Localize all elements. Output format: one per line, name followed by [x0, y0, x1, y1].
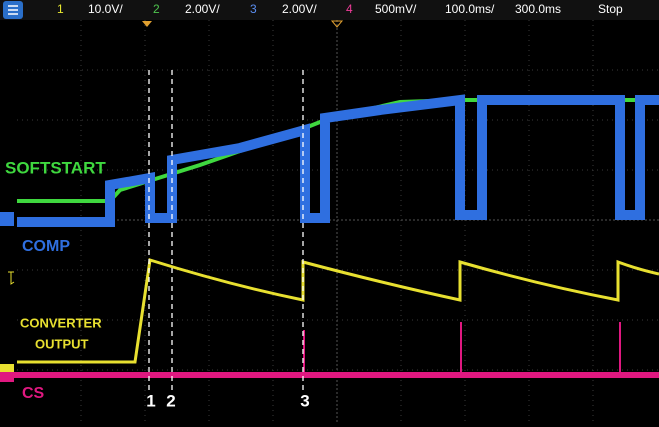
channel-marker: [0, 374, 14, 382]
channel-marker: [0, 212, 14, 226]
channel-number[interactable]: 2: [153, 2, 160, 16]
trigger-position: [142, 21, 152, 27]
timebase[interactable]: 100.0ms/: [445, 2, 495, 16]
delay-marker: [330, 20, 344, 28]
cursor-label: 3: [300, 391, 309, 410]
delay[interactable]: 300.0ms: [515, 2, 561, 16]
converter-output-trace: [17, 258, 659, 364]
signal-label: CONVERTER: [20, 315, 102, 330]
cs-spikes: [303, 322, 621, 375]
trigger-level-marker: [8, 271, 15, 285]
channel-number[interactable]: 3: [250, 2, 257, 16]
comp-trace: [17, 94, 659, 227]
signal-label: COMP: [22, 238, 70, 255]
channel-scale[interactable]: 2.00V/: [185, 2, 220, 16]
channel-scale[interactable]: 10.0V/: [88, 2, 123, 16]
signal-label: OUTPUT: [35, 336, 89, 351]
channel-scale[interactable]: 2.00V/: [282, 2, 317, 16]
channel-scale[interactable]: 500mV/: [375, 2, 417, 16]
toolbar: [0, 0, 659, 20]
channel-number[interactable]: 1: [57, 2, 64, 16]
menu-icon: [8, 5, 18, 15]
signal-label: CS: [22, 385, 45, 402]
cursor-label: 1: [146, 391, 155, 410]
channel-marker: [0, 364, 14, 372]
run-status[interactable]: Stop: [598, 2, 623, 16]
channel-number[interactable]: 4: [346, 2, 353, 16]
signal-label: SOFTSTART: [5, 158, 106, 177]
cursor-label: 2: [166, 391, 175, 410]
